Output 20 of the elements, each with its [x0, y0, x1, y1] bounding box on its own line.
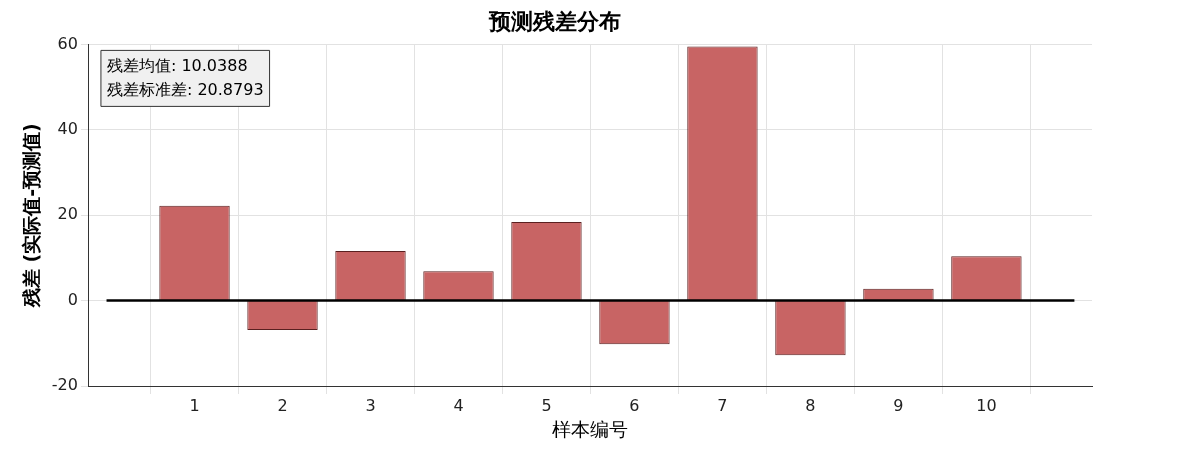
chart-title: 预测残差分布 — [488, 8, 621, 34]
x-tick-label: 8 — [805, 395, 816, 415]
y-tick-label: 60 — [57, 33, 78, 53]
x-tick-label: 6 — [629, 395, 640, 415]
x-tick-label: 7 — [717, 395, 728, 415]
x-axis-title: 样本编号 — [552, 417, 629, 440]
x-tick-label: 4 — [453, 395, 464, 415]
y-tick-label: 20 — [57, 204, 78, 224]
x-tick-label: 9 — [893, 395, 904, 415]
y-tick-label: 40 — [57, 118, 78, 138]
x-tick-label: 3 — [365, 395, 376, 415]
x-tick-label: 1 — [189, 395, 200, 415]
x-tick-label: 10 — [976, 395, 997, 415]
y-tick-label: 0 — [67, 289, 78, 309]
x-tick-label: 5 — [541, 395, 552, 415]
y-axis-title: 残差 (实际值-预测值) — [20, 123, 43, 309]
annotation: 残差均值: 10.0388 — [106, 55, 248, 75]
y-tick-label: -20 — [51, 375, 78, 395]
x-tick-label: 2 — [277, 395, 288, 415]
annotation: 残差标准差: 20.8793 — [106, 79, 264, 99]
